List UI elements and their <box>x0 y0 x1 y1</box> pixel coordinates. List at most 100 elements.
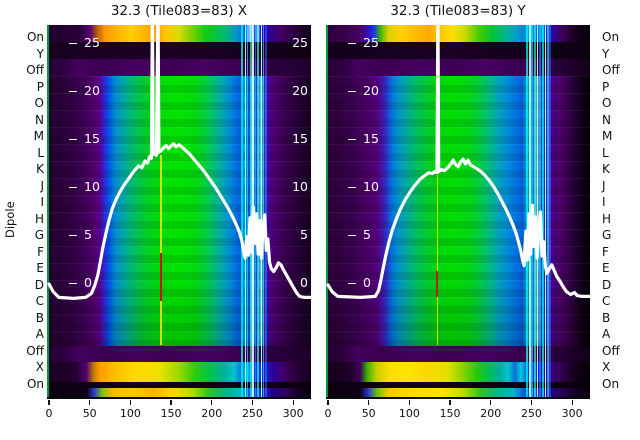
ytick-value: 0 <box>363 275 371 290</box>
rfi-stripe <box>257 25 260 397</box>
ytick-dash <box>69 138 77 141</box>
rfi-stripe <box>534 25 537 397</box>
row-label-right: L <box>602 145 609 160</box>
xtick-mark <box>327 400 329 405</box>
row-label-right: G <box>602 228 612 242</box>
row-label-right: X <box>602 360 611 374</box>
ytick-dash <box>69 234 77 237</box>
center-line-yellow <box>160 155 162 345</box>
row-label-left: N <box>35 112 44 127</box>
ytick-dash <box>69 90 77 93</box>
inner-ytick-label: 10 <box>348 179 379 195</box>
rfi-stripe <box>547 25 549 397</box>
row-label-left: Y <box>36 46 44 61</box>
edge-ytick-label: 25 <box>292 35 308 50</box>
xtick-label: 0 <box>45 407 53 420</box>
spectrum-curve-line <box>47 25 311 300</box>
row-label-left: A <box>35 327 44 341</box>
xtick-mark <box>48 400 50 405</box>
xtick-mark <box>129 400 131 405</box>
ytick-dash <box>348 186 356 189</box>
row-label-right: N <box>602 112 611 127</box>
row-label-left: B <box>35 310 44 325</box>
heatmap-panel-y: 25 20 15 10 5 0 <box>326 25 590 399</box>
xtick-mark <box>292 400 294 405</box>
row-label-left: On <box>26 376 44 391</box>
xtick-label: 250 <box>520 407 542 420</box>
ytick-dash <box>348 282 356 285</box>
rfi-stripe <box>249 25 252 397</box>
xtick-mark <box>449 400 451 405</box>
xtick-label: 50 <box>361 407 376 420</box>
row-label-right: On <box>602 376 620 391</box>
heatmap-band-row-gap <box>326 382 590 388</box>
rfi-stripe <box>244 25 247 397</box>
row-label-right: Off <box>602 343 620 358</box>
xtick-label: 250 <box>241 407 263 420</box>
heatmap-band-on-bottom <box>47 388 311 397</box>
inner-ytick-label: 5 <box>69 227 92 243</box>
rfi-stripe <box>529 25 531 397</box>
xtick-label: 200 <box>480 407 502 420</box>
row-label-left: On <box>26 30 44 44</box>
row-label-left: O <box>34 96 44 110</box>
center-line-red <box>159 253 162 301</box>
ytick-value: 5 <box>363 227 371 242</box>
rfi-stripe <box>260 25 263 397</box>
row-label-right: A <box>602 327 611 341</box>
heatmap-band-off-row <box>326 59 590 76</box>
ytick-dash <box>348 138 356 141</box>
row-label-left: C <box>35 294 44 308</box>
edge-ytick-label: 15 <box>292 131 308 146</box>
ytick-dash <box>69 282 77 285</box>
row-label-right: Y <box>602 46 610 61</box>
xtick-label: 200 <box>201 407 223 420</box>
row-label-left: H <box>34 211 44 226</box>
row-label-right: On <box>602 30 620 44</box>
xtick-mark <box>408 400 410 405</box>
row-label-left: X <box>35 360 44 374</box>
row-label-right: P <box>602 79 610 94</box>
row-label-right: K <box>602 162 610 176</box>
ytick-value: 20 <box>84 83 100 98</box>
inner-ytick-label: 15 <box>348 131 379 147</box>
inner-ytick-label: 20 <box>348 83 379 99</box>
heatmap-band-on-top <box>326 25 590 42</box>
row-label-right: Off <box>602 63 620 77</box>
inner-ytick-label: 20 <box>69 83 100 99</box>
row-label-right: D <box>602 277 612 292</box>
inner-ytick-label: 15 <box>69 131 100 147</box>
row-label-right: E <box>602 261 610 275</box>
row-label-left: M <box>33 129 44 143</box>
ytick-value: 10 <box>363 179 379 194</box>
edge-ytick-label: 5 <box>300 227 308 242</box>
ytick-value: 5 <box>84 227 92 242</box>
inner-ytick-label: 0 <box>348 275 371 291</box>
row-label-left: K <box>36 162 44 176</box>
panel-edge-line <box>47 25 49 397</box>
xtick-label: 150 <box>439 407 461 420</box>
edge-ytick-label: 0 <box>300 275 308 290</box>
rfi-stripe <box>541 25 544 397</box>
rfi-stripe <box>549 25 552 397</box>
inner-ytick-label: 25 <box>69 35 100 51</box>
left-panel-title: 32.3 (Tile083=83) X <box>110 3 248 19</box>
xtick-mark <box>89 400 91 405</box>
ytick-dash <box>348 42 356 45</box>
xtick-label: 300 <box>561 407 583 420</box>
xtick-mark <box>251 400 254 405</box>
rfi-stripe <box>526 25 529 397</box>
panel-edge-line <box>326 25 328 397</box>
heatmap-band-on-bottom <box>326 388 590 397</box>
row-label-right: J <box>602 178 606 193</box>
row-labels-left: On Y Off P O N M L K J I H G F E D C B A Off X On <box>0 0 45 440</box>
row-label-left: E <box>36 261 44 275</box>
ytick-value: 25 <box>84 35 100 50</box>
ytick-dash <box>348 234 356 237</box>
heatmap-band-x-row <box>326 362 590 382</box>
xtick-mark <box>211 400 213 405</box>
row-label-left: I <box>40 195 44 209</box>
row-label-left: J <box>40 178 44 193</box>
rfi-stripe <box>262 25 265 397</box>
row-label-right: F <box>602 244 609 259</box>
